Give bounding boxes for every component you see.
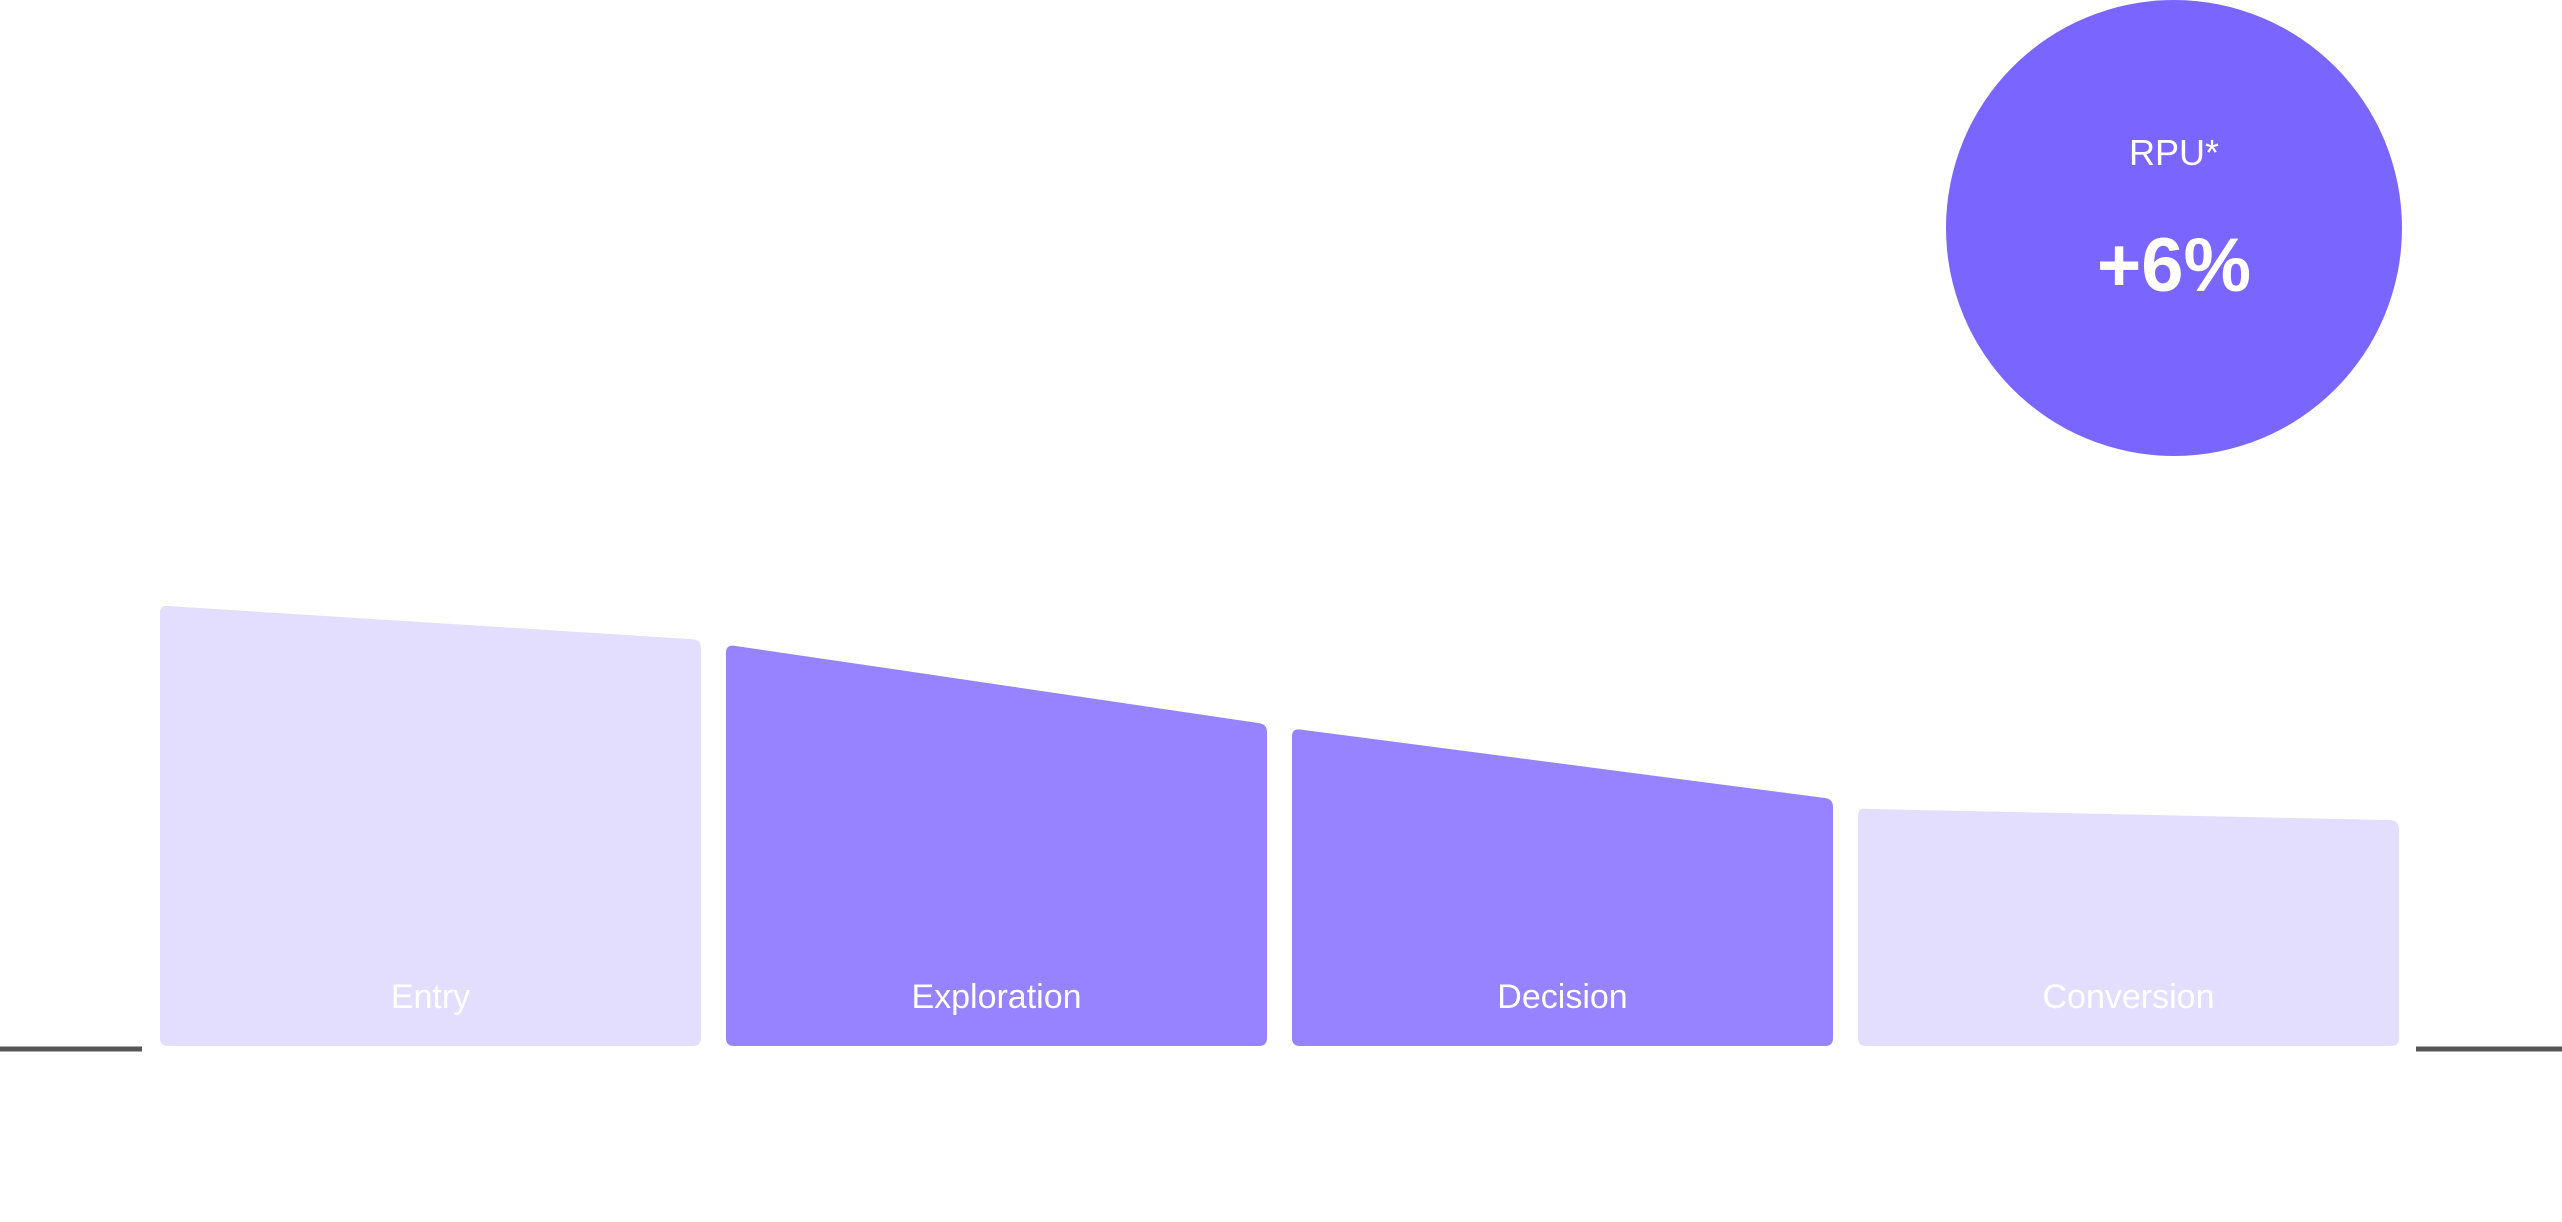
rpu-metric-badge: RPU* +6% [1946,0,2402,456]
funnel-segments [160,605,2399,1046]
funnel-segment-decision [1292,729,1833,1046]
funnel-label-decision: Decision [1497,978,1627,1016]
funnel-label-conversion: Conversion [2043,978,2215,1016]
funnel-segment-conversion [1858,808,2399,1046]
funnel-segment-exploration [726,645,1267,1046]
rpu-metric-label: RPU* [2128,132,2220,173]
funnel-label-entry: Entry [391,978,470,1016]
funnel-stage-labels: Entry Exploration Decision Conversion [391,978,2215,1016]
funnel-label-exploration: Exploration [911,978,1081,1016]
funnel-segment-entry [160,605,701,1046]
rpu-metric-value: +6% [2096,223,2252,308]
